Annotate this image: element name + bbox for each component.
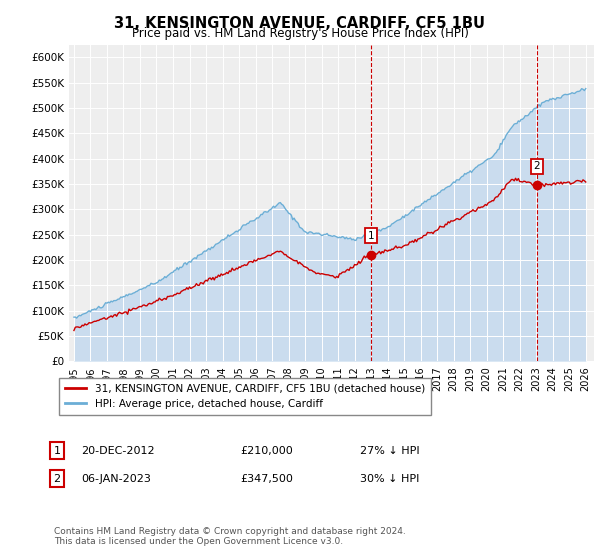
Text: 2: 2	[533, 161, 540, 171]
Text: £347,500: £347,500	[240, 474, 293, 484]
Text: 30% ↓ HPI: 30% ↓ HPI	[360, 474, 419, 484]
Text: 06-JAN-2023: 06-JAN-2023	[81, 474, 151, 484]
Text: 2: 2	[53, 474, 61, 484]
Text: 27% ↓ HPI: 27% ↓ HPI	[360, 446, 419, 456]
Text: Price paid vs. HM Land Registry's House Price Index (HPI): Price paid vs. HM Land Registry's House …	[131, 27, 469, 40]
Text: 1: 1	[367, 231, 374, 241]
Text: 31, KENSINGTON AVENUE, CARDIFF, CF5 1BU: 31, KENSINGTON AVENUE, CARDIFF, CF5 1BU	[115, 16, 485, 31]
Legend: 31, KENSINGTON AVENUE, CARDIFF, CF5 1BU (detached house), HPI: Average price, de: 31, KENSINGTON AVENUE, CARDIFF, CF5 1BU …	[59, 377, 431, 416]
Text: Contains HM Land Registry data © Crown copyright and database right 2024.
This d: Contains HM Land Registry data © Crown c…	[54, 526, 406, 546]
Text: 20-DEC-2012: 20-DEC-2012	[81, 446, 155, 456]
Text: 1: 1	[53, 446, 61, 456]
Text: £210,000: £210,000	[240, 446, 293, 456]
